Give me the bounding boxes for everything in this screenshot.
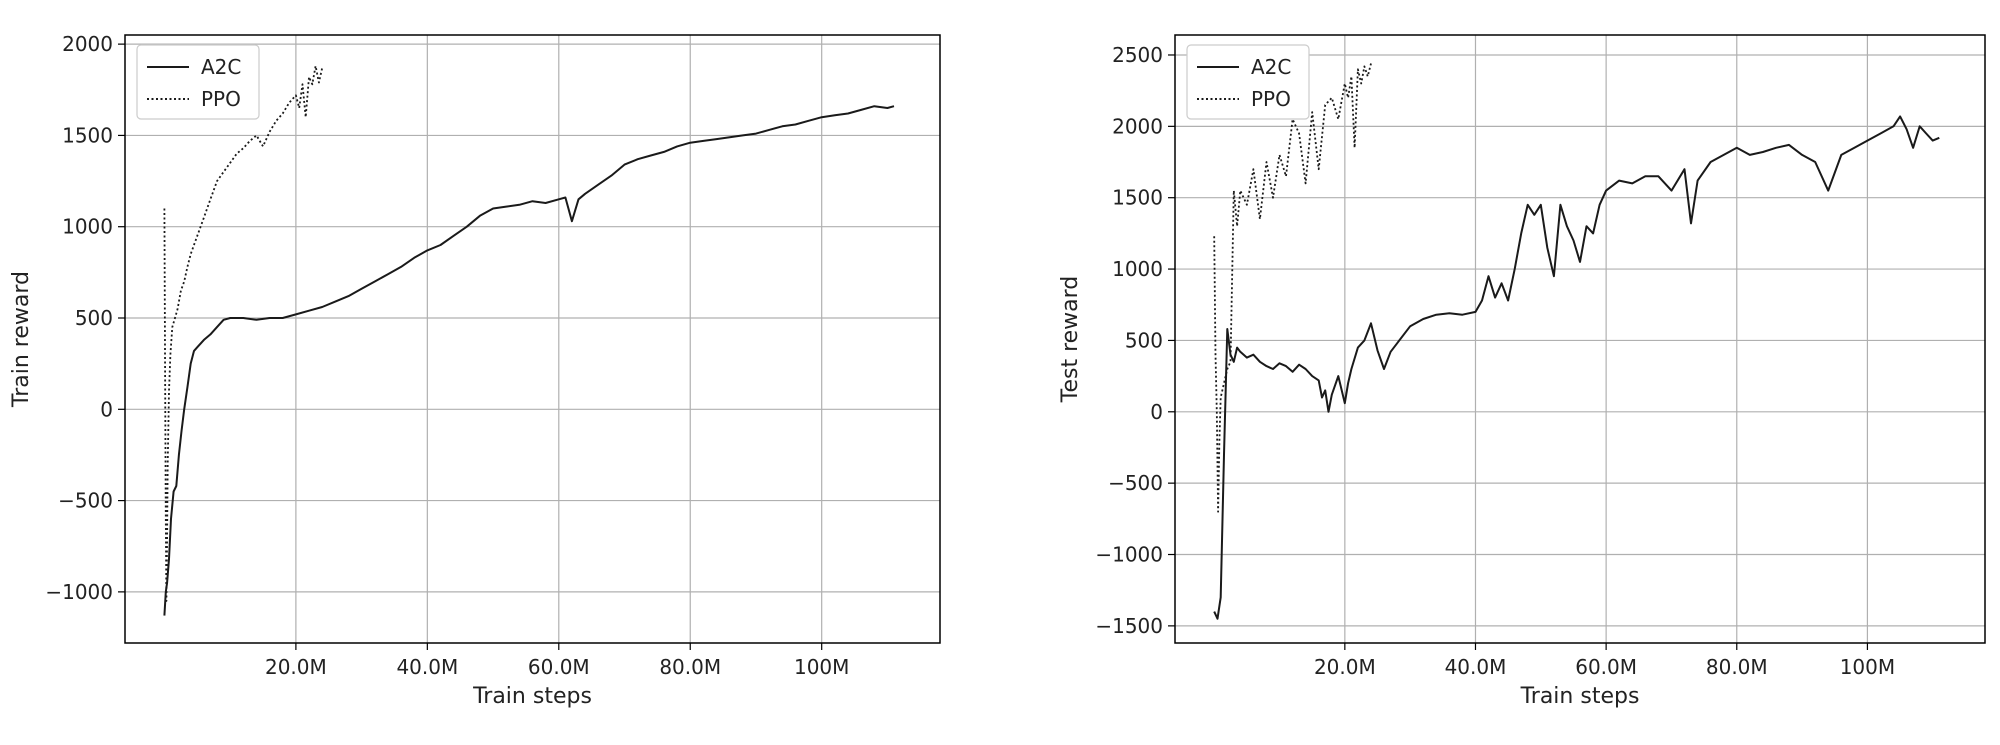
series-line-ppo <box>1213 63 1372 513</box>
series-line-ppo <box>163 65 324 602</box>
train-reward-panel: Train steps Train reward A2C PPO 20.0M 40… <box>9 32 941 709</box>
x-tick-label: 80.0M <box>1706 655 1768 679</box>
y-tick-label: 2000 <box>62 32 113 56</box>
series-line-a2c <box>163 105 895 616</box>
y-tick-label: 500 <box>75 306 113 330</box>
legend-label-ppo: PPO <box>201 87 241 111</box>
tick-marks <box>1168 54 1869 650</box>
x-tick-label: 60.0M <box>1575 655 1637 679</box>
legend-label-a2c: A2C <box>1251 55 1291 79</box>
x-tick-label: 100M <box>1840 655 1895 679</box>
x-axis-label: Train steps <box>1520 684 1640 709</box>
x-tick-label: 20.0M <box>265 655 327 679</box>
y-tick-label: 1000 <box>62 215 113 239</box>
y-tick-label: −500 <box>1108 471 1163 495</box>
x-axis-label: Train steps <box>472 684 592 709</box>
y-tick-label: −1000 <box>1095 543 1163 567</box>
y-tick-label: 0 <box>100 397 113 421</box>
y-tick-label: −1500 <box>1095 614 1163 638</box>
y-tick-label: 2500 <box>1112 43 1163 67</box>
x-tick-label: 40.0M <box>396 655 458 679</box>
x-tick-label: 60.0M <box>528 655 590 679</box>
grid-lines <box>125 35 940 643</box>
y-tick-label: −500 <box>58 489 113 513</box>
grid-lines <box>1175 35 1985 643</box>
series-lines <box>1213 63 1940 620</box>
axes-frame <box>124 34 941 644</box>
y-axis-label: Train reward <box>9 271 34 408</box>
x-tick-label: 80.0M <box>659 655 721 679</box>
legend-box <box>1186 44 1310 120</box>
y-axis-label: Test reward <box>1058 276 1083 404</box>
x-tick-label: 40.0M <box>1445 655 1507 679</box>
y-tick-label: 0 <box>1150 400 1163 424</box>
y-tick-label: −1000 <box>45 580 113 604</box>
legend-label-ppo: PPO <box>1251 87 1291 111</box>
test-reward-panel: Train steps Test reward A2C PPO 20.0M 40.… <box>1058 34 1986 709</box>
series-line-a2c <box>1213 115 1940 620</box>
legend-label-a2c: A2C <box>201 55 241 79</box>
x-tick-label: 20.0M <box>1314 655 1376 679</box>
series-lines <box>163 65 895 616</box>
y-tick-label: 500 <box>1125 328 1163 352</box>
y-tick-label: 1000 <box>1112 257 1163 281</box>
x-tick-label: 100M <box>794 655 849 679</box>
y-tick-label: 1500 <box>62 123 113 147</box>
legend: A2C PPO <box>136 44 260 120</box>
legend-box <box>136 44 260 120</box>
axes-frame <box>1174 34 1986 644</box>
tick-marks <box>118 43 823 650</box>
legend: A2C PPO <box>1186 44 1310 120</box>
y-tick-label: 2000 <box>1112 114 1163 138</box>
y-tick-label: 1500 <box>1112 186 1163 210</box>
